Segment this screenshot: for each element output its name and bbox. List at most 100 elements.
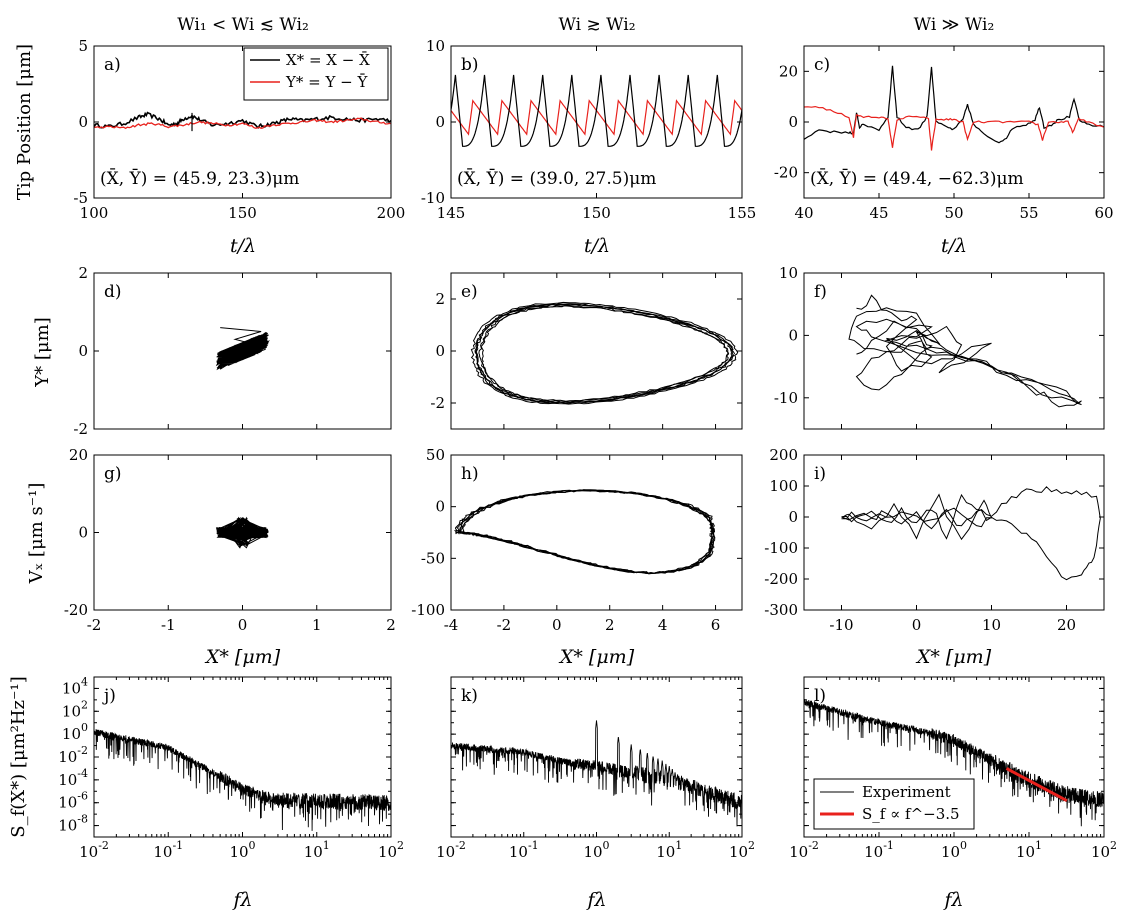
y-tick-exponent: 2 [81,698,88,711]
x-tick-exponent: 2 [397,839,404,852]
x-tick-exponent: -2 [98,839,109,852]
x-tick-label: -2 [497,616,512,634]
row1-ylabel: Tip Position [μm] [14,44,35,200]
xlabel-l: fλ [942,889,963,911]
y-tick-label: 0 [788,113,798,131]
panel-f: -10 0 10 f) [774,264,1105,430]
panel-label: b) [461,55,479,75]
y-tick-label: 0 [78,342,88,360]
mean-annotation: (X̄, Ȳ) = (45.9, 23.3)μm [100,167,299,189]
y-tick-exponent: -2 [77,744,88,757]
orbit-loop [478,304,730,403]
panel-label: h) [461,464,479,484]
panel-label: i) [814,464,826,484]
x-tick-exponent: 0 [249,839,256,852]
x-tick-exponent: -2 [455,839,466,852]
panel-b: 145 150 155 -10 0 10 b) (X̄, Ȳ) = (39.0, 27.5)μ… [421,37,756,222]
orbit-loop [475,303,734,404]
legend-entry: S_f ∝ f^−3.5 [862,805,960,823]
x-tick-label: 155 [728,204,757,222]
column-title-3: Wi ≫ Wi₂ [914,15,995,35]
y-tick-label: 2 [435,290,445,308]
y-tick-label: -100 [764,539,798,557]
x-tick-label: -2 [87,616,102,634]
x-tick-label: 100 [80,204,109,222]
y-tick-exponent: -6 [77,790,88,803]
x-tick-label: -1 [161,616,176,634]
x-tick-label: -10 [829,616,853,634]
x-tick-label: 145 [437,204,466,222]
panel-j: 10-2 10-1 100 101 10210-810-610-410-21001021… [58,675,404,861]
panel-label: d) [104,282,122,302]
x-tick-label: 100 [941,839,967,861]
orbit-path [841,486,1101,581]
panel-g: -2 -1 0 1 2 -20 0 20 g) [64,446,396,634]
x-tick-label: 10-1 [153,839,183,861]
y-tick-label: -10 [421,189,445,207]
y-tick-label: 10-4 [58,767,88,789]
y-tick-label: -200 [764,570,798,588]
mean-annotation: (X̄, Ȳ) = (49.4, −62.3)μm [810,167,1024,189]
x-tick-label: 102 [378,839,404,861]
y-tick-label: -10 [774,389,798,407]
y-tick-label: 100 [769,477,798,495]
y-tick-label: -2 [73,420,88,438]
x-tick-label: 10-1 [509,839,539,861]
plot-area [804,698,1104,827]
panel-h: -4 -2 0 2 4 6 -100 -50 0 50 h) [411,446,743,634]
x-tick-exponent: 2 [1110,839,1117,852]
trajectory [215,331,270,371]
panel-label: e) [461,282,478,302]
y-tick-label: 0 [78,524,88,542]
x-tick-exponent: 1 [323,839,330,852]
orbit-loop [470,301,739,405]
fit-line [1005,767,1068,803]
x-tick-exponent: -2 [808,839,819,852]
legend-entry: Y* = Y − Ȳ [285,73,369,91]
plot-area [451,74,742,147]
series-y-star [94,117,391,130]
y-tick-label: 5 [78,37,88,55]
panel-label: a) [104,55,121,75]
x-tick-label: 60 [1094,204,1113,222]
panel-label: f) [814,282,827,302]
x-tick-label: 0 [238,616,248,634]
y-tick-label: 10-8 [58,813,88,835]
axes-frame [803,454,1105,611]
y-tick-label: 20 [779,62,798,80]
y-tick-label: 0 [435,498,445,516]
y-tick-label: 102 [62,698,88,720]
plot-area [94,111,391,132]
xlabel-b: t/λ [584,235,610,257]
plot-area [215,516,269,549]
y-tick-label: 0 [78,113,88,131]
y-tick-label: -20 [774,164,798,182]
orbit-loop [458,489,715,575]
xlabel-c: t/λ [941,235,967,257]
series-x-star [804,65,1104,144]
x-tick-label: 2 [605,616,615,634]
x-tick-label: 200 [377,204,406,222]
legend-entry: X* = X − X̄ [286,51,370,69]
y-tick-label: 2 [78,264,88,282]
y-tick-label: -2 [430,394,445,412]
x-tick-label: 10-2 [789,839,819,861]
panel-e: -2 0 2 e) [430,272,743,430]
y-tick-label: -100 [411,601,445,619]
plot-area [841,486,1101,581]
x-tick-label: 150 [582,204,611,222]
spectrum [451,720,742,827]
axes-frame [93,676,392,838]
plot-area [848,294,1082,408]
x-tick-label: 101 [304,839,330,861]
y-tick-label: 0 [435,113,445,131]
xlabel-a: t/λ [230,235,256,257]
panel-label: c) [814,55,830,75]
y-tick-label: 104 [62,675,88,697]
plot-area [451,720,742,827]
plot-area [453,489,716,575]
xlabel-g: X* [μm] [204,646,281,668]
x-tick-label: 20 [1057,616,1076,634]
